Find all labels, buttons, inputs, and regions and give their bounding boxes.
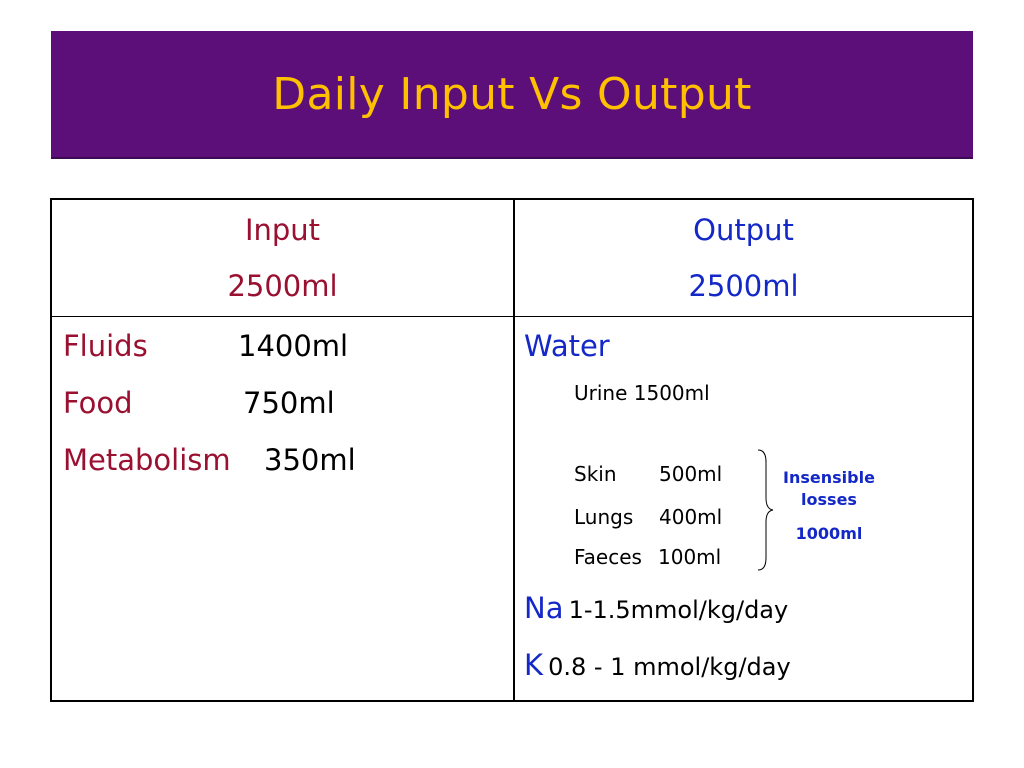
input-item-label: Fluids [63, 329, 148, 363]
insensible-line2: losses [801, 490, 857, 509]
input-item-label: Metabolism [63, 443, 231, 477]
input-item-label: Food [63, 386, 133, 420]
right-brace-icon [757, 449, 774, 571]
sodium-symbol: Na [524, 591, 564, 625]
input-header: Input 2500ml [52, 200, 513, 316]
sodium-line: Na 1-1.5mmol/kg/day [524, 591, 788, 625]
input-item-value: 750ml [243, 386, 335, 420]
column-divider [513, 200, 515, 700]
insensible-losses-note: Insensible losses 1000ml [770, 467, 888, 545]
input-item-value: 350ml [264, 443, 356, 477]
input-heading: Input [244, 213, 321, 247]
skin-label: Skin [574, 462, 617, 486]
lungs-value: 400ml [659, 505, 723, 529]
input-total: 2500ml [227, 269, 338, 303]
faeces-label: Faeces [574, 545, 642, 569]
output-header: Output 2500ml [515, 200, 972, 316]
title-bar: Daily Input Vs Output [51, 31, 973, 159]
page-title: Daily Input Vs Output [272, 68, 752, 120]
insensible-total: 1000ml [795, 524, 863, 543]
header-divider [52, 316, 972, 317]
output-total: 2500ml [688, 269, 799, 303]
potassium-line: K 0.8 - 1 mmol/kg/day [524, 648, 791, 682]
input-item-value: 1400ml [238, 329, 349, 363]
lungs-label: Lungs [574, 505, 634, 529]
comparison-table: Input 2500ml Output 2500ml [50, 198, 974, 702]
water-label: Water [524, 329, 610, 363]
sodium-value: 1-1.5mmol/kg/day [568, 596, 789, 624]
potassium-value: 0.8 - 1 mmol/kg/day [548, 653, 791, 681]
potassium-symbol: K [524, 648, 544, 682]
urine-line: Urine 1500ml [574, 381, 710, 405]
insensible-line1: Insensible [783, 468, 875, 487]
faeces-value: 100ml [658, 545, 722, 569]
output-heading: Output [693, 213, 794, 247]
skin-value: 500ml [659, 462, 723, 486]
